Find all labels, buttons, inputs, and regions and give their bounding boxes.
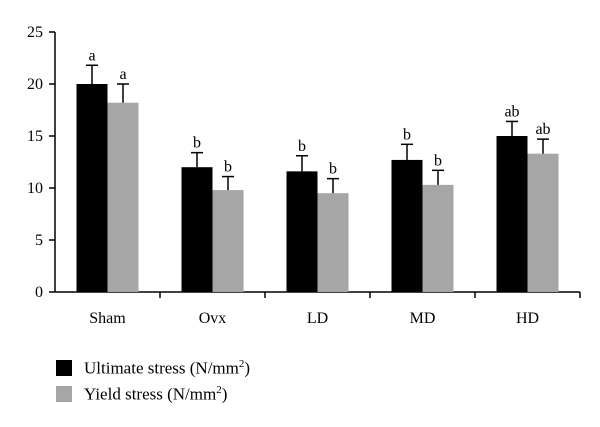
x-tick-label: HD [516, 310, 539, 327]
bar-ultimate-ovx [181, 167, 213, 292]
bar-ultimate-ld [286, 171, 318, 292]
legend-swatch-yield-stress [56, 386, 72, 402]
y-tick-label: 20 [27, 76, 43, 93]
significance-label-yield-md: b [434, 152, 442, 169]
bar-ultimate-md [391, 159, 423, 292]
bar-ultimate-hd [496, 136, 528, 292]
x-tick-label: LD [307, 310, 328, 327]
x-tick-label: Ovx [199, 310, 227, 327]
significance-label-yield-sham: a [119, 66, 126, 83]
x-tick-label: MD [410, 310, 436, 327]
significance-label-yield-ovx: b [224, 159, 232, 176]
y-tick-label: 25 [27, 24, 43, 41]
significance-label-yield-ld: b [329, 161, 337, 178]
legend: Ultimate stress (N/mm2) Yield stress (N/… [56, 355, 250, 407]
legend-label-ultimate-stress: Ultimate stress (N/mm2) [84, 357, 251, 378]
bar-yield-hd [527, 153, 559, 292]
bar-yield-md [422, 184, 454, 292]
x-tick-label: Sham [89, 310, 126, 327]
y-tick-label: 0 [35, 284, 43, 301]
axes: 0 5 10 15 20 25 Sham Ovx LD MD HD [27, 24, 581, 327]
significance-label-ultimate-hd: ab [504, 103, 519, 120]
significance-label-ultimate-ovx: b [193, 135, 201, 152]
significance-label-yield-hd: ab [535, 121, 550, 138]
y-tick-label: 10 [27, 180, 43, 197]
bar-yield-ld [317, 193, 349, 292]
bar-yield-sham [107, 102, 139, 292]
y-tick-label: 5 [35, 232, 43, 249]
legend-label-yield-stress: Yield stress (N/mm2) [84, 383, 228, 404]
significance-label-ultimate-sham: a [88, 47, 95, 64]
bar-yield-ovx [212, 190, 244, 292]
significance-label-ultimate-ld: b [298, 138, 306, 155]
legend-swatch-ultimate-stress [56, 360, 72, 376]
bar-ultimate-sham [76, 84, 108, 292]
bars [76, 64, 559, 292]
significance-label-ultimate-md: b [403, 126, 411, 143]
legend-item-ultimate-stress: Ultimate stress (N/mm2) [56, 355, 250, 381]
legend-item-yield-stress: Yield stress (N/mm2) [56, 381, 250, 407]
y-tick-label: 15 [27, 128, 43, 145]
